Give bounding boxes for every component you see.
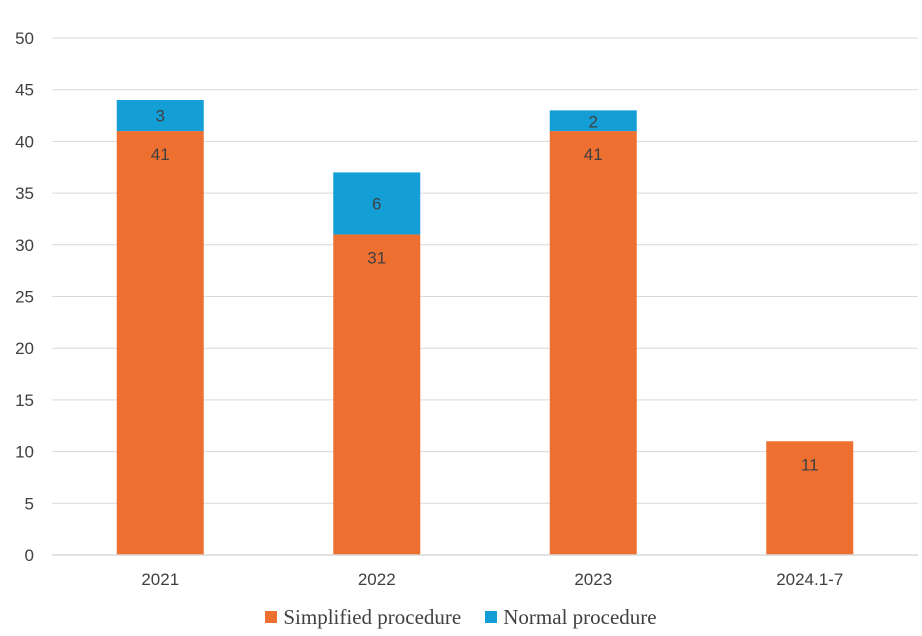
legend-swatch-simplified: [265, 611, 278, 623]
bar-data-label: 41: [584, 145, 603, 164]
y-axis-ticks: 0 5 10 15 20 25 30 35 40 45 50: [15, 29, 34, 565]
legend-item-simplified: Simplified procedure: [265, 605, 461, 630]
x-axis-ticks: 2021 2022 2023 2024.1-7: [141, 570, 843, 589]
y-tick-label: 45: [15, 81, 34, 100]
y-tick-label: 5: [25, 494, 34, 513]
y-tick-label: 15: [15, 391, 34, 410]
chart-legend: Simplified procedure Normal procedure: [0, 600, 922, 634]
y-tick-label: 25: [15, 288, 34, 307]
bar-segment: [549, 110, 637, 132]
y-tick-label: 35: [15, 184, 34, 203]
bar-segment: [116, 100, 204, 132]
x-tick-label: 2024.1-7: [776, 570, 843, 589]
legend-swatch-normal: [485, 611, 498, 623]
y-tick-label: 10: [15, 443, 34, 462]
bar-segment: [549, 131, 637, 555]
bars: [116, 100, 854, 555]
x-tick-label: 2023: [574, 570, 612, 589]
x-tick-label: 2022: [358, 570, 396, 589]
bar-segment: [116, 131, 204, 555]
bar-data-label: 11: [801, 455, 819, 474]
y-tick-label: 30: [15, 236, 34, 255]
bar-data-label: 2: [589, 112, 598, 131]
x-tick-label: 2021: [141, 570, 179, 589]
bar-segment: [333, 172, 421, 235]
bar-segment: [333, 234, 421, 555]
y-tick-label: 0: [25, 546, 34, 565]
y-tick-label: 20: [15, 339, 34, 358]
y-tick-label: 50: [15, 29, 34, 48]
bar-data-label: 41: [151, 145, 170, 164]
data-labels: 41 3 31 6 41 2 11: [151, 107, 819, 475]
legend-label-normal: Normal procedure: [503, 604, 657, 629]
bar-data-label: 31: [367, 248, 386, 267]
bar-data-label: 3: [156, 107, 165, 126]
legend-label-simplified: Simplified procedure: [283, 604, 462, 629]
bar-data-label: 6: [372, 194, 381, 213]
bar-segment: [766, 441, 854, 555]
legend-item-normal: Normal procedure: [485, 604, 657, 630]
y-tick-label: 40: [15, 132, 34, 151]
